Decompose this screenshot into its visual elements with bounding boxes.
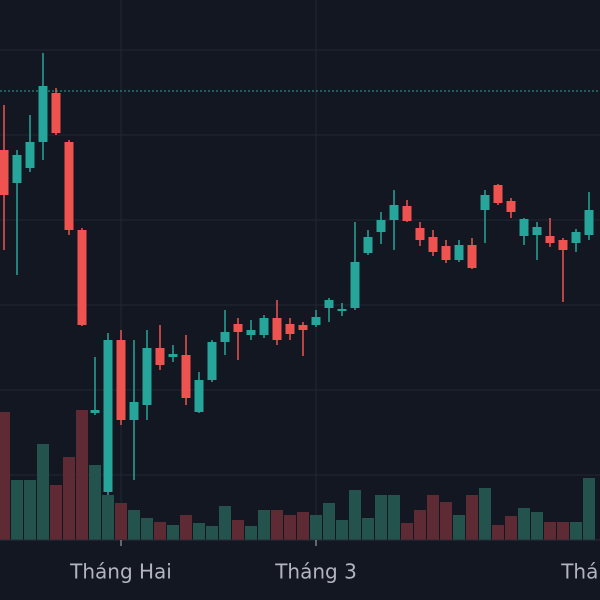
candle-body — [0, 150, 9, 195]
volume-bar — [37, 444, 49, 540]
x-tick-label: Tháng Hai — [69, 560, 172, 584]
candle-body — [532, 227, 542, 235]
volume-bar — [193, 523, 205, 540]
candle-body — [454, 245, 464, 260]
volume-bar — [336, 520, 348, 540]
volume-bar — [440, 502, 452, 540]
candle-body — [233, 324, 243, 332]
candle-body — [506, 201, 516, 212]
volume-bar — [557, 522, 569, 540]
candle-body — [246, 330, 256, 335]
candle-body — [363, 237, 373, 253]
volume-bar — [167, 525, 179, 540]
candle-body — [51, 93, 61, 133]
volume-bar — [362, 518, 374, 540]
candle-body — [38, 86, 48, 142]
volume-bar — [297, 512, 309, 540]
candle-body — [220, 332, 230, 342]
volume-bar — [141, 518, 153, 540]
candle-body — [324, 300, 334, 308]
volume-bar — [466, 495, 478, 540]
candle-body — [311, 317, 321, 325]
volume-bar — [258, 510, 270, 540]
candle-body — [493, 185, 503, 203]
candle-body — [259, 318, 269, 335]
candle-body — [285, 324, 295, 334]
candle-body — [519, 219, 529, 236]
candle-body — [90, 410, 100, 413]
candle-body — [168, 354, 178, 357]
volume-bar — [245, 526, 257, 540]
volume-bar — [206, 526, 218, 540]
candle-body — [337, 309, 347, 311]
candle-body — [480, 195, 490, 210]
volume-bar — [531, 512, 543, 540]
volume-bar — [76, 410, 88, 540]
candle-body — [402, 206, 412, 221]
volume-bar — [414, 510, 426, 540]
candle-body — [272, 318, 282, 340]
candle-body — [64, 142, 74, 230]
candle-body — [389, 205, 399, 220]
volume-bar — [453, 515, 465, 540]
volume-bar — [544, 522, 556, 540]
volume-bar — [128, 510, 140, 540]
candle-body — [77, 230, 87, 325]
candle-body — [207, 342, 217, 380]
volume-bar — [349, 490, 361, 540]
volume-bar — [401, 523, 413, 540]
candle-body — [194, 380, 204, 412]
x-tick-label: Tháng 3 — [274, 560, 357, 584]
volume-bar — [427, 495, 439, 540]
volume-bar — [115, 503, 127, 540]
volume-bar — [11, 480, 23, 540]
volume-bar — [518, 508, 530, 540]
volume-bar — [284, 515, 296, 540]
volume-bar — [180, 515, 192, 540]
candle-body — [415, 228, 425, 240]
candle-body — [103, 340, 113, 492]
candle-body — [129, 402, 139, 420]
volume-bar — [505, 516, 517, 540]
volume-bar — [102, 495, 114, 540]
candle-body — [584, 210, 594, 235]
candle-body — [350, 262, 360, 308]
volume-bar — [0, 412, 10, 540]
volume-bar — [323, 503, 335, 540]
volume-bar — [63, 457, 75, 540]
volume-bar — [479, 488, 491, 540]
volume-bar — [232, 520, 244, 540]
volume-bar — [388, 495, 400, 540]
volume-bar — [583, 478, 595, 540]
candle-body — [181, 355, 191, 398]
candle-body — [545, 236, 555, 243]
volume-bar — [570, 522, 582, 540]
candle-body — [298, 325, 308, 330]
volume-bar — [50, 485, 62, 540]
volume-bar — [154, 522, 166, 540]
volume-bar — [89, 465, 101, 540]
volume-bar — [219, 506, 231, 540]
volume-bar — [310, 515, 322, 540]
volume-bar — [492, 525, 504, 540]
volume-bar — [375, 495, 387, 540]
candle-body — [25, 142, 35, 168]
candle-body — [571, 232, 581, 243]
volume-bar — [271, 510, 283, 540]
volume-bar — [24, 480, 36, 540]
x-tick-label: Tháng 4 — [560, 560, 600, 584]
candle-body — [376, 220, 386, 232]
candle-body — [558, 240, 568, 250]
candle-body — [467, 245, 477, 268]
candle-body — [116, 340, 126, 420]
candle-body — [428, 237, 438, 252]
candle-body — [142, 348, 152, 405]
candle-body — [12, 155, 22, 183]
candle-body — [441, 246, 451, 260]
candle-body — [155, 348, 165, 365]
